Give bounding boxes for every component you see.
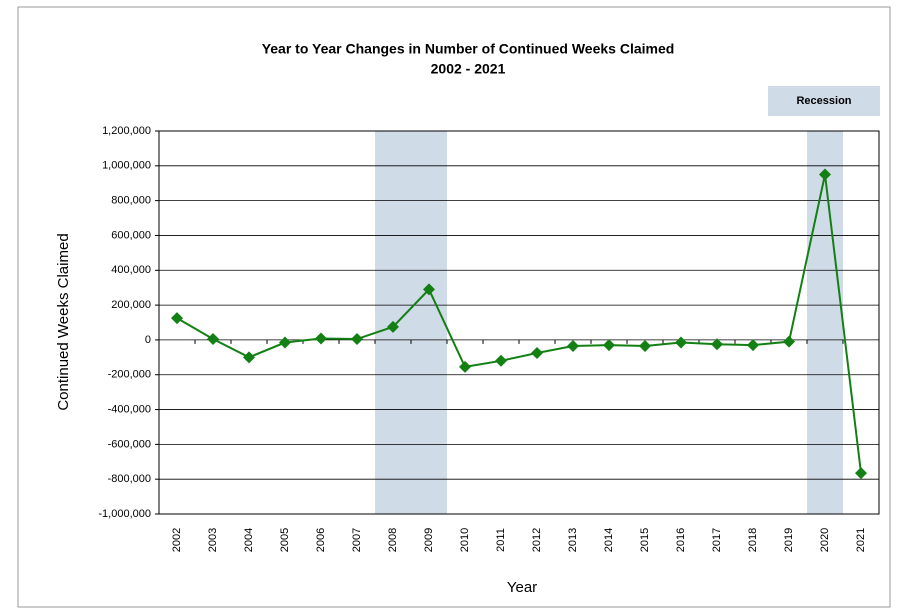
x-tick-label: 2003 [207,528,219,552]
data-point [387,320,399,333]
data-point [243,351,255,364]
x-tick-label: 2002 [171,528,183,552]
x-tick-label: 2020 [819,528,831,552]
x-tick-label: 2021 [855,528,867,552]
x-tick-label: 2014 [603,528,615,552]
y-tick-label: 1,000,000 [102,160,151,172]
x-tick-label: 2012 [531,528,543,552]
data-point [495,354,507,367]
data-point [783,335,795,348]
x-tick-label: 2018 [747,528,759,552]
y-tick-label: 800,000 [111,195,151,207]
data-point [171,312,183,325]
chart-title: Year to Year Changes in Number of Contin… [262,41,675,57]
y-tick-label: 0 [145,334,151,346]
data-point [567,340,579,353]
y-tick-label: -600,000 [108,438,151,450]
x-tick-label: 2004 [243,528,255,552]
x-tick-label: 2015 [639,528,651,552]
x-tick-label: 2017 [711,528,723,552]
legend-label: Recession [796,95,851,107]
data-point [351,333,363,346]
data-point [675,336,687,349]
data-point [819,168,831,181]
x-tick-label: 2007 [351,528,363,552]
x-tick-label: 2009 [423,528,435,552]
y-tick-label: -800,000 [108,473,151,485]
y-tick-label: -1,000,000 [98,508,151,520]
x-tick-label: 2019 [783,528,795,552]
x-tick-label: 2006 [315,528,327,552]
y-tick-label: 600,000 [111,229,151,241]
x-axis-title: Year [507,579,537,596]
data-point [459,360,471,373]
y-tick-label: 1,200,000 [102,125,151,137]
data-point [531,346,543,359]
data-line [176,174,862,474]
y-tick-label: 200,000 [111,299,151,311]
y-axis-title: Continued Weeks Claimed [55,233,72,410]
data-point [711,338,723,351]
x-tick-label: 2016 [675,528,687,552]
data-point [855,467,867,480]
recession-band [807,131,843,514]
data-point [639,340,651,353]
legend-swatch [768,86,880,116]
data-point [279,336,291,349]
y-tick-label: -400,000 [108,403,151,415]
plot-border [158,130,880,515]
x-tick-label: 2011 [495,528,507,552]
x-tick-label: 2008 [387,528,399,552]
data-point [207,333,219,346]
x-tick-label: 2013 [567,528,579,552]
data-point [747,339,759,352]
y-tick-label: -200,000 [108,369,151,381]
x-tick-label: 2010 [459,528,471,552]
y-tick-label: 400,000 [111,264,151,276]
data-point [603,339,615,352]
x-tick-label: 2005 [279,528,291,552]
data-point [423,283,435,296]
chart-subtitle: 2002 - 2021 [431,61,506,77]
data-point [315,332,327,345]
recession-band [375,131,447,514]
chart-frame [17,6,891,608]
